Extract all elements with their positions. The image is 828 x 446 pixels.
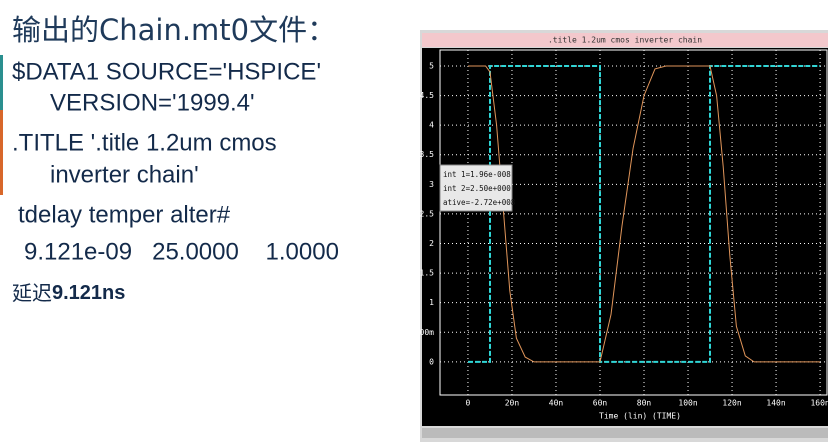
result-label: 延迟	[12, 281, 52, 305]
x-tick-label: 80n	[637, 399, 652, 408]
x-tick-label: 20n	[505, 399, 520, 408]
y-tick-label: 4.5	[420, 91, 435, 100]
y-tick-label: 1	[429, 298, 434, 307]
text-line: inverter chain'	[50, 161, 199, 188]
x-tick-label: 40n	[549, 399, 564, 408]
y-tick-label: 500m	[415, 328, 434, 337]
x-tick-label: 160n	[810, 399, 828, 408]
y-tick-label: 2	[429, 239, 434, 248]
text-line: VERSION='1999.4'	[50, 89, 255, 116]
title-bar	[422, 33, 828, 47]
tooltip-text: ative=-2.72e+008	[443, 198, 516, 207]
y-tick-label: 3	[429, 180, 434, 189]
chart-title: .title 1.2um cmos inverter chain	[548, 36, 702, 45]
x-tick-label: 60n	[593, 399, 608, 408]
text-line: .TITLE '.title 1.2um cmos	[12, 129, 277, 156]
text-line: $DATA1 SOURCE='HSPICE'	[12, 58, 321, 85]
accent-bar	[0, 55, 3, 110]
tooltip-text: int 1=1.96e-008	[443, 170, 511, 179]
plot-background	[422, 48, 828, 426]
y-tick-label: 3.5	[420, 150, 435, 159]
x-tick-label: 0	[466, 399, 471, 408]
result: 延迟9.121ns	[12, 281, 125, 305]
accent-bar	[0, 110, 3, 195]
x-axis-label: Time (lin) (TIME)	[599, 412, 681, 421]
plot-frame	[439, 49, 828, 396]
y-tick-label: 5	[429, 61, 434, 70]
y-tick-label: 4	[429, 121, 434, 130]
x-tick-label: 100n	[678, 399, 697, 408]
tooltip-text: int 2=2.50e+000	[443, 184, 511, 193]
x-tick-label: 120n	[722, 399, 741, 408]
x-tick-label: 140n	[766, 399, 785, 408]
y-tick-label: 1.5	[420, 269, 435, 278]
status-bar	[422, 428, 828, 438]
series-line	[468, 65, 821, 363]
result-value: 9.121ns	[52, 282, 125, 304]
text-line: tdelay temper alter#	[18, 201, 231, 228]
text-line: 9.121e-09 25.0000 1.0000	[24, 238, 339, 265]
tooltip	[439, 164, 513, 212]
y-tick-label: 2.5	[420, 209, 435, 218]
heading: 输出的Chain.mt0文件：	[12, 13, 336, 47]
y-tick-label: 0	[429, 357, 434, 366]
